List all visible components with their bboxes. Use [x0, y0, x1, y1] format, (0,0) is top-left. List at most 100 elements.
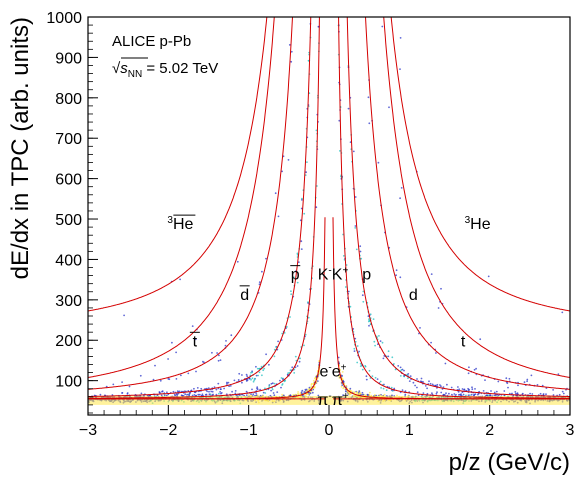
density-point [374, 344, 376, 347]
density-point [515, 392, 517, 395]
density-point [270, 389, 272, 392]
density-point [275, 346, 277, 348]
density-point [530, 374, 533, 377]
particle-label-kaons: K-K+ [318, 266, 349, 284]
density-point [420, 380, 422, 383]
density-point [353, 347, 356, 350]
expected-curve-d-neg [88, 17, 293, 390]
density-point [294, 355, 297, 358]
density-point [440, 287, 442, 290]
density-point [303, 344, 305, 347]
density-point [401, 389, 404, 391]
density-point [207, 387, 210, 389]
density-point [455, 393, 457, 396]
density-point [265, 257, 267, 260]
density-point [245, 394, 248, 396]
y-tick-label: 800 [55, 91, 82, 108]
density-point [391, 356, 394, 359]
energy-subscript: NN [128, 69, 142, 80]
density-point [354, 225, 357, 227]
density-point [379, 394, 381, 397]
density-point [312, 379, 315, 382]
density-point [256, 367, 259, 370]
density-point [300, 240, 303, 243]
density-point [420, 377, 423, 380]
density-point [531, 393, 534, 395]
plot-background [88, 17, 570, 415]
density-point [359, 362, 362, 365]
density-point [353, 391, 355, 393]
density-point [211, 351, 213, 354]
density-point [305, 390, 308, 393]
density-point [390, 386, 393, 389]
density-point [276, 391, 279, 393]
density-point [168, 378, 171, 381]
density-point [391, 394, 393, 397]
density-point [426, 392, 429, 395]
density-point [561, 390, 564, 393]
density-point [263, 367, 266, 370]
density-point [349, 305, 352, 308]
y-tick-label: 600 [55, 172, 82, 189]
density-point [291, 366, 294, 369]
density-point [446, 383, 448, 386]
x-tick-label: 3 [566, 422, 575, 439]
density-point [303, 212, 306, 215]
density-point [385, 389, 388, 392]
density-point [293, 276, 295, 279]
density-point [451, 393, 453, 396]
density-point [396, 394, 398, 397]
density-point [250, 378, 252, 381]
density-point [255, 365, 257, 368]
density-point [219, 388, 222, 390]
density-point [187, 372, 190, 375]
density-point [490, 390, 492, 392]
density-point [139, 374, 142, 377]
density-point [219, 359, 222, 361]
density-point [503, 394, 506, 397]
density-point [399, 37, 402, 39]
density-point [128, 385, 131, 388]
density-point [289, 394, 292, 397]
density-point [121, 392, 124, 394]
density-point [430, 341, 432, 344]
density-point [373, 340, 376, 343]
density-point [368, 122, 371, 125]
density-point [395, 274, 397, 277]
density-point [511, 392, 513, 395]
density-point [419, 327, 421, 329]
density-point [394, 368, 397, 371]
density-point [349, 387, 352, 390]
density-point [338, 119, 341, 122]
density-point [256, 387, 258, 390]
density-point [197, 393, 200, 396]
density-point [374, 394, 376, 396]
density-point [176, 393, 179, 396]
density-point [245, 390, 248, 393]
density-point [215, 393, 218, 396]
density-point [508, 392, 511, 395]
density-point [257, 374, 259, 377]
density-point [355, 248, 358, 251]
density-point [217, 359, 220, 362]
density-point [448, 392, 450, 395]
density-point [171, 341, 173, 344]
density-point [557, 373, 560, 376]
density-point [341, 371, 344, 373]
density-point [529, 392, 531, 395]
density-point [186, 393, 189, 396]
density-point [184, 393, 187, 396]
x-tick-label: 1 [405, 422, 414, 439]
density-point [403, 375, 406, 378]
density-point [381, 25, 384, 28]
density-point [273, 348, 276, 351]
density-point [362, 290, 365, 293]
density-point [264, 387, 266, 390]
density-point [399, 276, 402, 279]
density-point [493, 394, 496, 397]
density-point [350, 390, 353, 393]
density-point [399, 68, 401, 70]
density-point [315, 129, 318, 132]
density-point [255, 392, 258, 394]
density-point [261, 270, 263, 273]
